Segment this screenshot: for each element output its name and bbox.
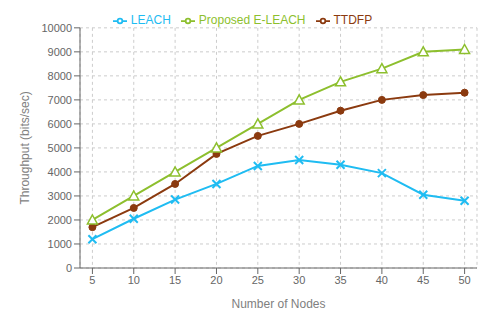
- svg-text:2000: 2000: [48, 214, 72, 226]
- svg-text:5: 5: [89, 274, 95, 286]
- svg-text:8000: 8000: [48, 70, 72, 82]
- svg-text:50: 50: [458, 274, 470, 286]
- html-text:TTDFP: TTDFP: [333, 13, 373, 27]
- svg-text:30: 30: [293, 274, 305, 286]
- svg-text:0: 0: [66, 262, 72, 274]
- svg-text:40: 40: [376, 274, 388, 286]
- svg-text:35: 35: [334, 274, 346, 286]
- html-text:Proposed E-LEACH: Proposed E-LEACH: [198, 13, 306, 27]
- svg-text:1000: 1000: [48, 238, 72, 250]
- svg-text:Number of Nodes: Number of Nodes: [231, 297, 325, 311]
- html-text:LEACH: LEACH: [130, 13, 171, 27]
- svg-text:5000: 5000: [48, 142, 72, 154]
- svg-text:9000: 9000: [48, 46, 72, 58]
- svg-text:4000: 4000: [48, 166, 72, 178]
- svg-text:7000: 7000: [48, 94, 72, 106]
- svg-text:20: 20: [210, 274, 222, 286]
- svg-text:6000: 6000: [48, 118, 72, 130]
- svg-text:25: 25: [252, 274, 264, 286]
- svg-text:10000: 10000: [41, 22, 72, 34]
- svg-text:Throughput (bits/sec): Throughput (bits/sec): [18, 91, 32, 204]
- svg-text:3000: 3000: [48, 190, 72, 202]
- svg-text:45: 45: [417, 274, 429, 286]
- svg-text:15: 15: [169, 274, 181, 286]
- svg-text:10: 10: [128, 274, 140, 286]
